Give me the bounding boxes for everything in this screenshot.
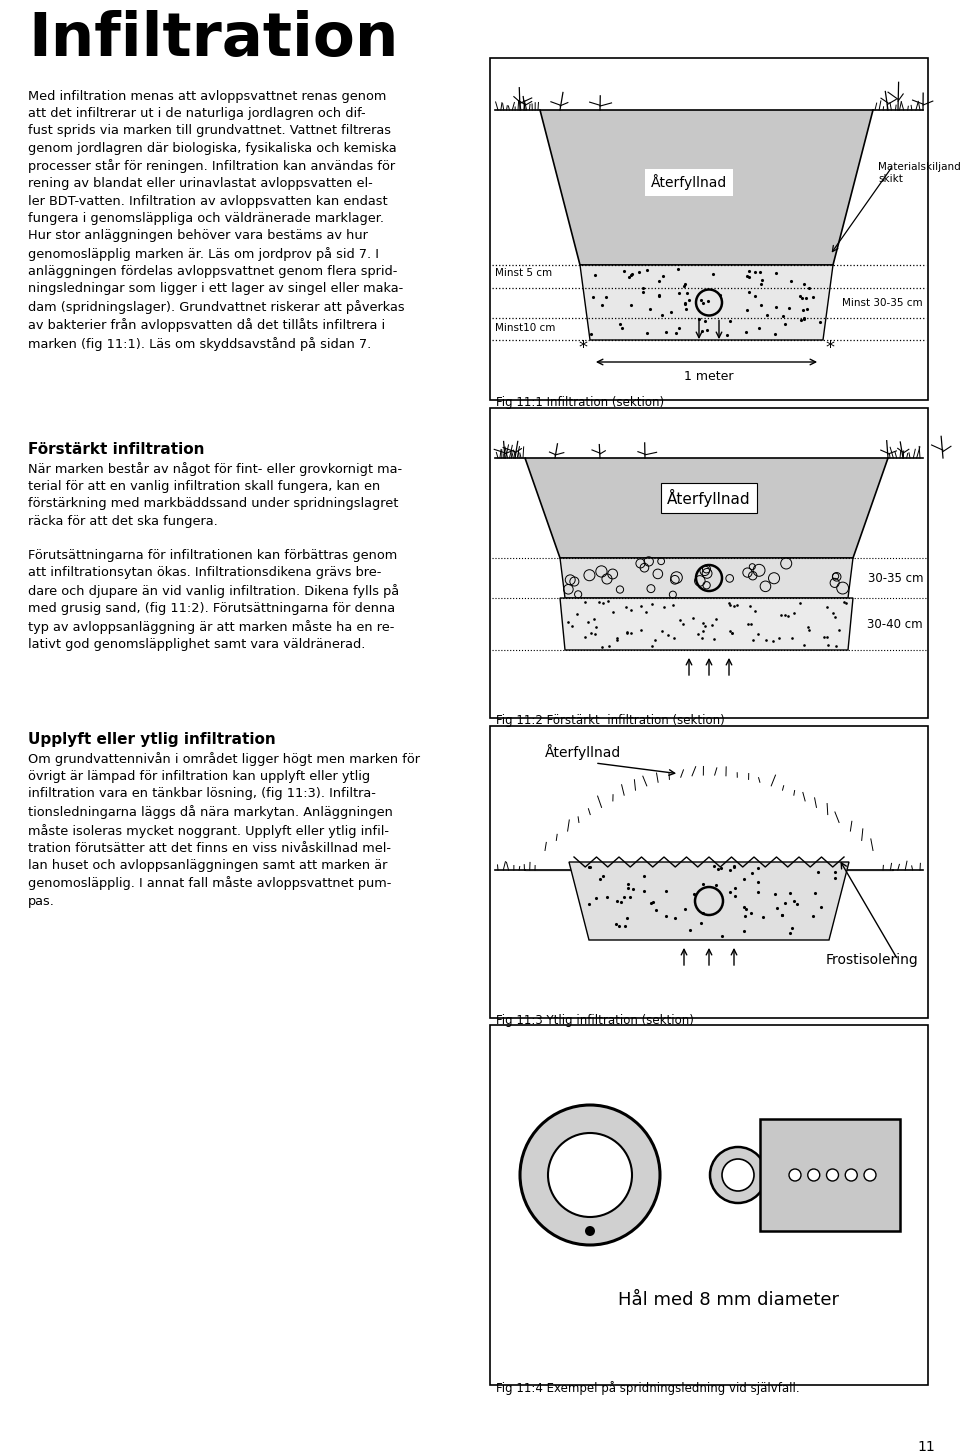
Bar [490, 58, 928, 400]
Text: Upplyft eller ytlig infiltration: Upplyft eller ytlig infiltration [28, 732, 276, 746]
Polygon shape [569, 861, 849, 940]
Bar [490, 1024, 928, 1385]
Text: Återfyllnad: Återfyllnad [545, 744, 621, 760]
Text: Återfyllnad: Återfyllnad [667, 489, 751, 506]
Text: Minst 5 cm: Minst 5 cm [495, 268, 552, 278]
Polygon shape [580, 265, 833, 340]
Text: När marken består av något för fint- eller grovkornigt ma-
terial för att en van: När marken består av något för fint- ell… [28, 463, 402, 650]
Text: Minst 30-35 cm: Minst 30-35 cm [842, 297, 923, 307]
Text: Hål med 8 mm diameter: Hål med 8 mm diameter [618, 1291, 839, 1310]
Text: Fig 11:2 Förstärkt  infiltration (sektion): Fig 11:2 Förstärkt infiltration (sektion… [496, 714, 725, 728]
Text: Minst10 cm: Minst10 cm [495, 323, 556, 333]
Text: *: * [579, 339, 588, 356]
Circle shape [845, 1168, 857, 1181]
Text: 11: 11 [917, 1440, 935, 1454]
Circle shape [722, 1160, 754, 1192]
Text: Frostisolering: Frostisolering [826, 953, 918, 968]
Bar [760, 1119, 900, 1231]
Text: 30-40 cm: 30-40 cm [868, 617, 923, 630]
Text: 30-35 cm: 30-35 cm [868, 572, 923, 585]
Text: Med infiltration menas att avloppsvattnet renas genom
att det infiltrerar ut i d: Med infiltration menas att avloppsvattne… [28, 90, 404, 351]
Text: 1 meter: 1 meter [684, 370, 733, 383]
Text: Materialskiljande
skikt: Materialskiljande skikt [878, 163, 960, 185]
Polygon shape [540, 111, 873, 265]
Text: Fig 11:1 Infiltration (sektion): Fig 11:1 Infiltration (sektion) [496, 396, 664, 409]
Text: Infiltration: Infiltration [28, 10, 398, 68]
Circle shape [710, 1147, 766, 1203]
Circle shape [585, 1227, 595, 1235]
Circle shape [520, 1104, 660, 1245]
Text: *: * [826, 339, 834, 356]
Bar [490, 407, 928, 717]
Text: Fig 11:4 Exempel på spridningsledning vid självfall.: Fig 11:4 Exempel på spridningsledning vi… [496, 1381, 800, 1395]
Text: Förstärkt infiltration: Förstärkt infiltration [28, 442, 204, 457]
Circle shape [864, 1168, 876, 1181]
Circle shape [789, 1168, 801, 1181]
Polygon shape [560, 598, 853, 650]
Circle shape [827, 1168, 838, 1181]
Text: Fig 11:3 Ytlig infiltration (sektion): Fig 11:3 Ytlig infiltration (sektion) [496, 1014, 694, 1027]
Text: Återfyllnad: Återfyllnad [651, 175, 727, 191]
Text: Om grundvattennivån i området ligger högt men marken för
övrigt är lämpad för in: Om grundvattennivån i området ligger hög… [28, 752, 420, 908]
Polygon shape [560, 559, 853, 598]
Circle shape [548, 1133, 632, 1216]
Bar [490, 726, 928, 1018]
Polygon shape [525, 458, 888, 559]
Circle shape [807, 1168, 820, 1181]
